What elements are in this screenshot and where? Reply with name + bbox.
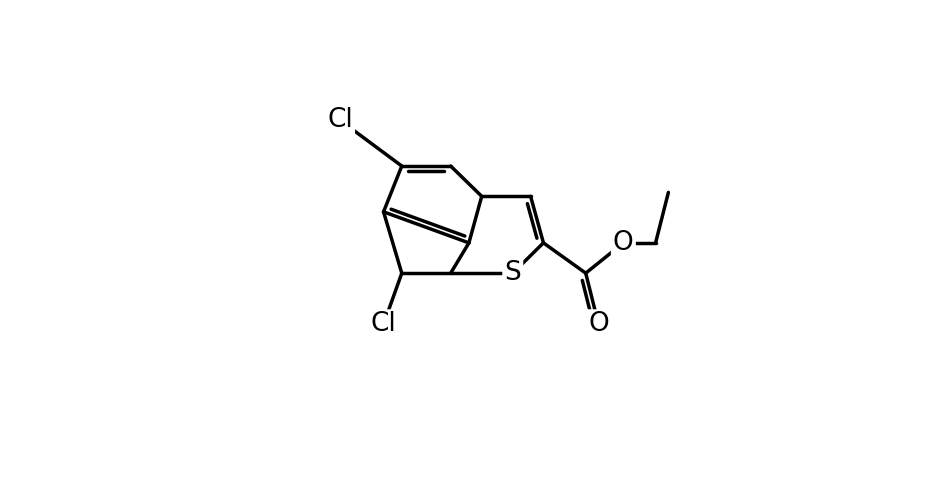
Text: Cl: Cl <box>327 107 353 133</box>
Text: O: O <box>588 311 609 337</box>
Text: Cl: Cl <box>371 311 396 337</box>
Text: O: O <box>613 230 634 256</box>
Text: S: S <box>504 260 521 286</box>
